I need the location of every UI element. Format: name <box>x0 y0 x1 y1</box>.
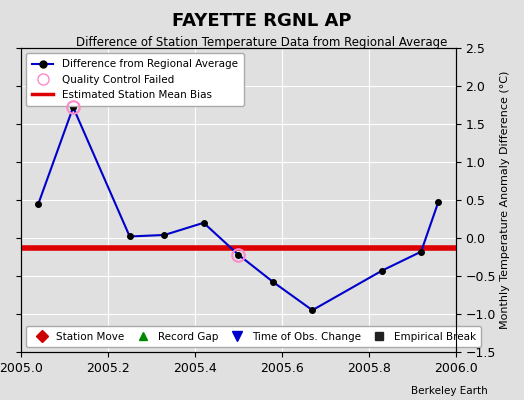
Text: FAYETTE RGNL AP: FAYETTE RGNL AP <box>172 12 352 30</box>
Y-axis label: Monthly Temperature Anomaly Difference (°C): Monthly Temperature Anomaly Difference (… <box>500 71 510 329</box>
Text: Difference of Station Temperature Data from Regional Average: Difference of Station Temperature Data f… <box>77 36 447 49</box>
Text: Berkeley Earth: Berkeley Earth <box>411 386 487 396</box>
Legend: Station Move, Record Gap, Time of Obs. Change, Empirical Break: Station Move, Record Gap, Time of Obs. C… <box>26 326 482 347</box>
